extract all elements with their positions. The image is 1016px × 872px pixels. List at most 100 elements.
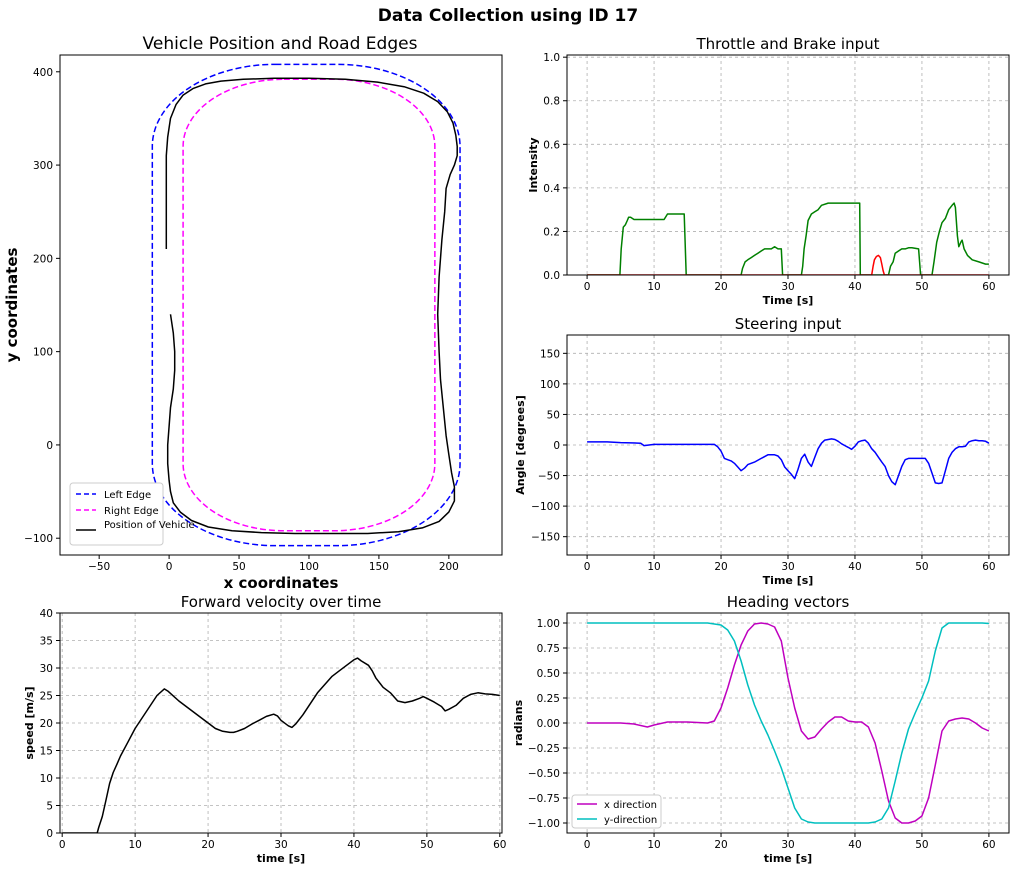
y-tick-label: 50 [547, 409, 560, 421]
x-axis-label: time [s] [764, 852, 812, 865]
heading-chart: 0 10 20 30 40 50 60 −1.00 −0.75 −0.50 −0.25 0.00 0.2… [512, 593, 1009, 865]
chart-title: Throttle and Brake input [696, 35, 880, 53]
x-tick-label: 40 [347, 839, 360, 851]
x-tick-label: 60 [982, 281, 995, 293]
y-tick-label: 0 [553, 440, 560, 452]
chart-title: Vehicle Position and Road Edges [143, 34, 418, 54]
y-axis-label: radians [512, 699, 525, 746]
y-tick-label: 0 [46, 828, 53, 840]
y-tick-label: 30 [40, 663, 53, 675]
legend-label: x direction [604, 800, 657, 811]
y-tick-label: 5 [46, 801, 53, 813]
x-tick-label: 10 [647, 281, 660, 293]
x-axis-label: Time [s] [763, 294, 814, 307]
y-tick-label: 0.50 [537, 668, 560, 680]
x-tick-label: 50 [232, 561, 245, 573]
x-tick-label: 50 [915, 839, 928, 851]
legend-label: Position of Vehicle [104, 520, 195, 531]
x-tick-label: 20 [714, 839, 727, 851]
x-tick-label: 30 [274, 839, 287, 851]
x-tick-label: 60 [982, 839, 995, 851]
x-tick-label: 40 [848, 281, 861, 293]
y-axis-label: y coordinates [3, 248, 21, 363]
position-chart: −50 0 50 100 150 200 −100 0 100 200 300 400 Vehicle … [3, 34, 502, 592]
chart-title: Forward velocity over time [181, 593, 382, 611]
y-tick-label: 100 [33, 347, 53, 359]
x-tick-label: 30 [781, 839, 794, 851]
x-tick-label: 30 [781, 281, 794, 293]
y-tick-label: 100 [540, 379, 560, 391]
x-tick-label: 10 [647, 561, 660, 573]
y-tick-label: 40 [40, 608, 53, 620]
x-tick-label: 30 [781, 561, 794, 573]
x-tick-label: 100 [299, 561, 319, 573]
legend-label: Right Edge [104, 506, 159, 517]
x-axis-label: Time [s] [763, 574, 814, 587]
y-tick-label: 0.75 [537, 643, 560, 655]
legend: x direction y-direction [572, 795, 661, 828]
x-axis-label: x coordinates [224, 574, 339, 592]
x-tick-label: 40 [848, 839, 861, 851]
y-tick-label: −0.50 [528, 768, 560, 780]
y-tick-label: 35 [40, 636, 53, 648]
x-tick-label: 60 [982, 561, 995, 573]
y-tick-label: 0.00 [537, 718, 560, 730]
y-tick-label: 10 [40, 773, 53, 785]
y-tick-label: −100 [24, 533, 53, 545]
legend-label: Left Edge [104, 490, 151, 501]
y-tick-label: 25 [40, 691, 53, 703]
x-tick-label: 10 [647, 839, 660, 851]
x-tick-label: 20 [201, 839, 214, 851]
y-tick-label: 400 [33, 67, 53, 79]
y-tick-label: 1.00 [537, 618, 560, 630]
velocity-chart: 0 10 20 30 40 50 60 0 5 10 15 20 25 30 35 40 Forward vel… [23, 593, 506, 865]
x-tick-label: 50 [420, 839, 433, 851]
x-tick-label: 40 [848, 561, 861, 573]
x-tick-label: 50 [915, 561, 928, 573]
y-tick-label: 1.0 [543, 52, 560, 64]
x-tick-label: 20 [714, 281, 727, 293]
y-tick-label: 0.4 [543, 183, 560, 195]
legend: Left Edge Right Edge Position of Vehicle [70, 483, 195, 545]
y-tick-label: −0.75 [528, 793, 560, 805]
x-tick-label: 0 [59, 839, 66, 851]
y-axis-label: Intensity [527, 137, 540, 192]
y-tick-label: 300 [33, 160, 53, 172]
y-tick-label: −150 [531, 532, 560, 544]
x-tick-label: 200 [439, 561, 459, 573]
x-tick-label: 10 [128, 839, 141, 851]
y-tick-label: 200 [33, 253, 53, 265]
y-axis-label: Angle [degrees] [514, 395, 527, 494]
y-tick-label: 0.6 [543, 139, 560, 151]
x-tick-label: −50 [88, 561, 110, 573]
x-tick-label: 50 [915, 281, 928, 293]
y-tick-label: 0 [46, 440, 53, 452]
steering-chart: 0 10 20 30 40 50 60 −150 −100 −50 0 50 100 150 Steerin… [514, 315, 1009, 587]
position-series-2-line [166, 78, 457, 533]
y-tick-label: 20 [40, 718, 53, 730]
x-tick-label: 20 [714, 561, 727, 573]
y-tick-label: 0.8 [543, 96, 560, 108]
chart-title: Steering input [735, 315, 842, 333]
figure-title: Data Collection using ID 17 [378, 6, 638, 26]
x-tick-label: 0 [166, 561, 173, 573]
y-tick-label: −0.25 [528, 743, 560, 755]
y-axis-label: speed [m/s] [23, 686, 36, 759]
x-tick-label: 0 [584, 281, 591, 293]
y-tick-label: 15 [40, 746, 53, 758]
x-axis-label: time [s] [257, 852, 305, 865]
y-tick-label: 0.2 [543, 226, 560, 238]
y-tick-label: −100 [531, 501, 560, 513]
chart-title: Heading vectors [727, 593, 850, 611]
y-tick-label: 150 [540, 348, 560, 360]
y-tick-label: −50 [538, 471, 560, 483]
legend-label: y-direction [604, 815, 657, 826]
plot-frame [60, 55, 502, 555]
x-tick-label: 150 [369, 561, 389, 573]
x-tick-label: 0 [584, 561, 591, 573]
y-tick-label: 0.0 [543, 270, 560, 282]
x-tick-label: 60 [493, 839, 506, 851]
right-edge-line [183, 79, 435, 530]
y-tick-label: −1.00 [528, 818, 560, 830]
